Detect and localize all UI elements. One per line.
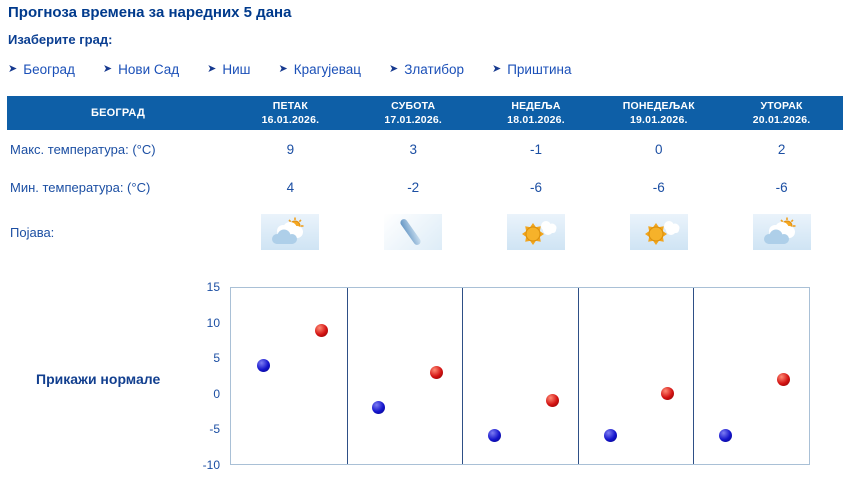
city-link-beograd[interactable]: ➤ Београд [8, 62, 75, 77]
day-name: УТОРАК [760, 99, 803, 112]
show-normals-link[interactable]: Прикажи нормале [36, 371, 161, 387]
city-link-nis[interactable]: ➤ Ниш [207, 62, 250, 77]
day-separator-line [577, 288, 579, 464]
chart-y-axis-labels: 15 10 5 0 -5 -10 [190, 280, 224, 472]
day-header: НЕДЕЉА 18.01.2026. [475, 99, 598, 127]
phenomenon-cell [229, 214, 352, 250]
city-link-label: Златибор [404, 62, 464, 77]
min-temperature-label: Мин. температура: (°C) [10, 179, 151, 195]
min-temperature-dot [488, 429, 502, 443]
phenomenon-cell [597, 214, 720, 250]
max-temperature-dot [777, 373, 791, 387]
min-temperature-dot [256, 358, 270, 372]
max-temp-value: 3 [409, 141, 417, 157]
y-tick-label: 0 [213, 386, 220, 401]
max-temp-value: -1 [529, 141, 542, 157]
min-temperature-dot [372, 401, 386, 415]
day-separator-line [462, 288, 464, 464]
day-separator-line [693, 288, 695, 464]
day-name: НЕДЕЉА [511, 99, 561, 112]
city-nav: ➤ Београд ➤ Нови Сад ➤ Ниш ➤ Крагујевац … [8, 62, 571, 77]
phenomenon-label: Појава: [10, 224, 55, 240]
max-temperature-dot [545, 394, 559, 408]
city-link-zlatibor[interactable]: ➤ Златибор [389, 62, 464, 77]
max-temp-value: 0 [655, 141, 663, 157]
min-temperature-dot [603, 429, 617, 443]
max-temperature-dot [661, 387, 675, 401]
day-date: 17.01.2026. [384, 114, 443, 126]
selected-city-header: БЕОГРАД [91, 106, 145, 119]
arrow-right-icon: ➤ [102, 63, 113, 75]
max-temp-value: 2 [777, 141, 786, 157]
min-temperature-dot [719, 429, 733, 443]
city-link-label: Крагујевац [293, 62, 362, 77]
day-name: СУБОТА [391, 99, 436, 112]
choose-city-label: Изаберите град: [8, 32, 113, 47]
y-tick-label: 5 [213, 351, 220, 366]
day-name: ПОНЕДЕЉАК [622, 99, 695, 112]
city-link-label: Београд [23, 62, 75, 77]
min-temp-value: -2 [407, 179, 420, 195]
city-link-kragujevac[interactable]: ➤ Крагујевац [279, 62, 362, 77]
forecast-table-header: БЕОГРАД ПЕТАК 16.01.2026. СУБОТА 17.01.2… [7, 96, 843, 130]
city-link-label: Нови Сад [118, 62, 180, 77]
y-tick-label: -5 [209, 422, 220, 437]
city-link-pristina[interactable]: ➤ Приштина [492, 62, 572, 77]
day-header: УТОРАК 20.01.2026. [720, 99, 843, 127]
day-separator-line [346, 288, 348, 464]
sun-with-cloud-icon [629, 214, 688, 250]
partly-cloudy-icon [752, 214, 811, 250]
y-tick-label: -10 [202, 458, 220, 472]
forecast-table: БЕОГРАД ПЕТАК 16.01.2026. СУБОТА 17.01.2… [7, 96, 843, 258]
max-temperature-dot [314, 323, 328, 337]
arrow-right-icon: ➤ [207, 63, 217, 75]
phenomenon-row: Појава: [7, 206, 843, 258]
day-header: СУБОТА 17.01.2026. [352, 99, 475, 127]
city-link-label: Приштина [507, 62, 572, 77]
phenomenon-cell [352, 214, 475, 250]
partly-cloudy-icon [261, 214, 320, 250]
y-tick-label: 10 [206, 315, 220, 330]
day-name: ПЕТАК [272, 99, 309, 112]
chart-plot [230, 287, 810, 465]
freezing-drizzle-icon [384, 214, 443, 250]
day-header: ПОНЕДЕЉАК 19.01.2026. [597, 99, 720, 127]
arrow-right-icon: ➤ [8, 63, 18, 75]
max-temperature-row: Макс. температура: (°C) 9 3 -1 0 2 [7, 130, 843, 168]
sun-with-cloud-icon [506, 214, 565, 250]
phenomenon-cell [720, 214, 843, 250]
city-link-novi-sad[interactable]: ➤ Нови Сад [103, 62, 179, 77]
min-temp-value: 4 [286, 179, 295, 195]
city-link-label: Ниш [222, 62, 251, 77]
min-temp-value: -6 [652, 179, 665, 195]
min-temperature-row: Мин. температура: (°C) 4 -2 -6 -6 -6 [7, 168, 843, 206]
day-date: 16.01.2026. [261, 114, 320, 126]
y-tick-label: 15 [206, 280, 220, 294]
max-temperature-dot [430, 365, 444, 379]
arrow-right-icon: ➤ [389, 63, 399, 75]
day-date: 19.01.2026. [629, 114, 688, 126]
day-date: 20.01.2026. [752, 114, 811, 126]
phenomenon-cell [475, 214, 598, 250]
arrow-right-icon: ➤ [278, 63, 288, 75]
max-temp-value: 9 [286, 141, 295, 157]
min-temp-value: -6 [529, 179, 542, 195]
page-title: Прогноза времена за наредних 5 дана [8, 4, 292, 21]
max-temperature-label: Макс. температура: (°C) [10, 141, 156, 157]
day-date: 18.01.2026. [507, 114, 565, 126]
min-temp-value: -6 [775, 179, 788, 195]
day-header: ПЕТАК 16.01.2026. [229, 99, 352, 127]
arrow-right-icon: ➤ [491, 63, 502, 75]
